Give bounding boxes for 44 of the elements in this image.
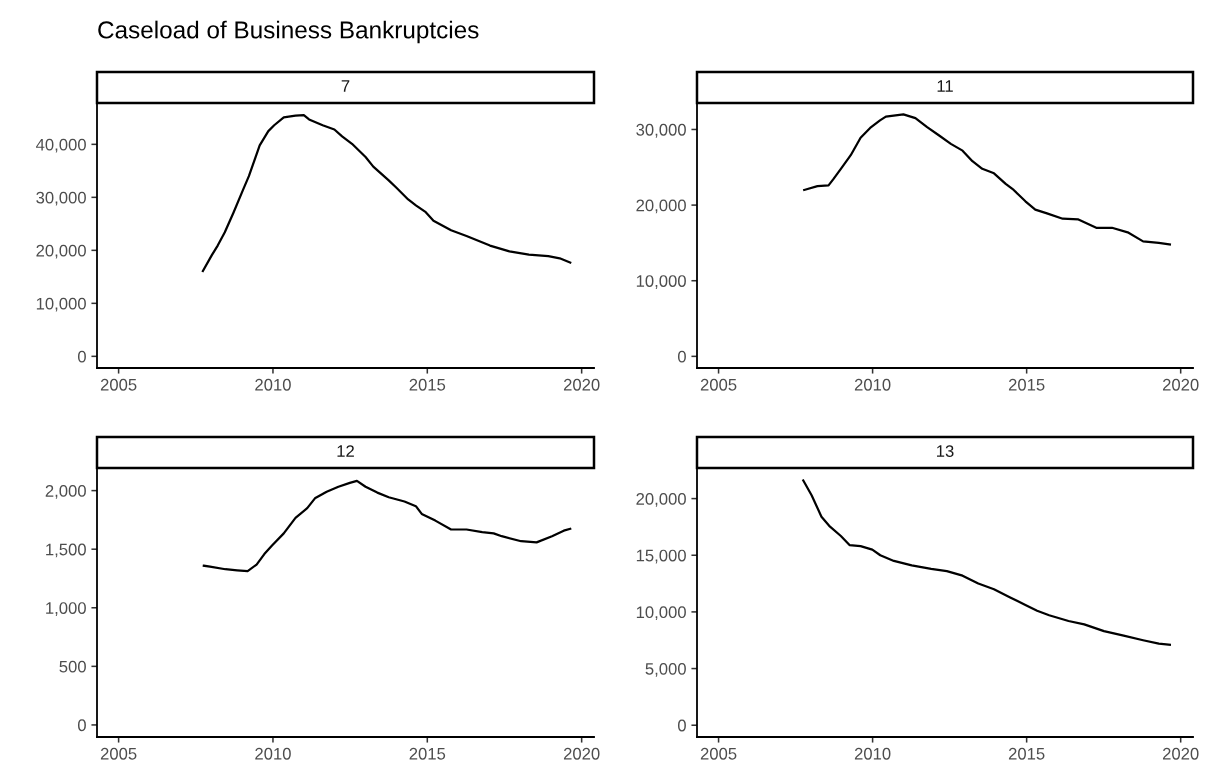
y-tick-label: 10,000	[636, 606, 686, 621]
y-tick-label: 40,000	[35, 138, 86, 153]
y-tick-label: 0	[77, 350, 86, 363]
y-tick-label: 10,000	[636, 275, 686, 289]
y-tick-label: 0	[677, 719, 686, 732]
x-tick-label: 2010	[854, 378, 891, 391]
chart-subtitle: 11	[937, 80, 953, 92]
y-tick-label: 30,000	[36, 191, 86, 206]
x-tick-label: 2010	[255, 378, 291, 391]
y-tick-label: 0	[677, 350, 686, 363]
y-tick-label: 15,000	[636, 549, 686, 564]
y-tick-label: 2,000	[45, 485, 86, 499]
y-tick-label: 500	[59, 660, 86, 673]
line-series	[802, 479, 1171, 646]
y-tick-label: 20,000	[636, 199, 686, 214]
chart-title: Caseload of Business Bankruptcies	[98, 20, 479, 44]
x-tick-label: 2015	[409, 747, 446, 760]
x-tick-label: 2020	[1162, 747, 1199, 760]
y-tick-label: 30,000	[636, 123, 686, 138]
y-tick-label: 5,000	[645, 662, 686, 677]
chart-subtitle: 7	[341, 80, 350, 92]
chart-subtitle: 13	[937, 445, 954, 457]
chart-subtitle: 12	[337, 445, 354, 457]
x-tick-label: 2005	[100, 378, 137, 391]
line-series	[803, 113, 1171, 246]
x-tick-label: 2010	[854, 747, 891, 760]
line-series	[201, 114, 572, 273]
x-tick-label: 2010	[255, 747, 291, 760]
line-series	[202, 479, 572, 573]
x-tick-label: 2005	[100, 747, 137, 760]
x-tick-label: 2020	[1162, 378, 1199, 391]
y-tick-label: 20,000	[36, 244, 86, 259]
x-tick-label: 2015	[409, 378, 446, 391]
y-tick-label: 1,000	[46, 602, 86, 616]
x-tick-label: 2020	[563, 747, 600, 760]
y-tick-label: 20,000	[636, 492, 686, 507]
y-tick-label: 10,000	[36, 297, 86, 312]
y-tick-label: 0	[77, 719, 86, 732]
x-tick-label: 2005	[700, 378, 737, 391]
x-tick-label: 2005	[700, 747, 737, 760]
x-tick-label: 2015	[1008, 747, 1045, 760]
y-tick-label: 1,500	[46, 543, 86, 558]
x-tick-label: 2020	[563, 378, 600, 391]
x-tick-label: 2015	[1008, 378, 1045, 391]
